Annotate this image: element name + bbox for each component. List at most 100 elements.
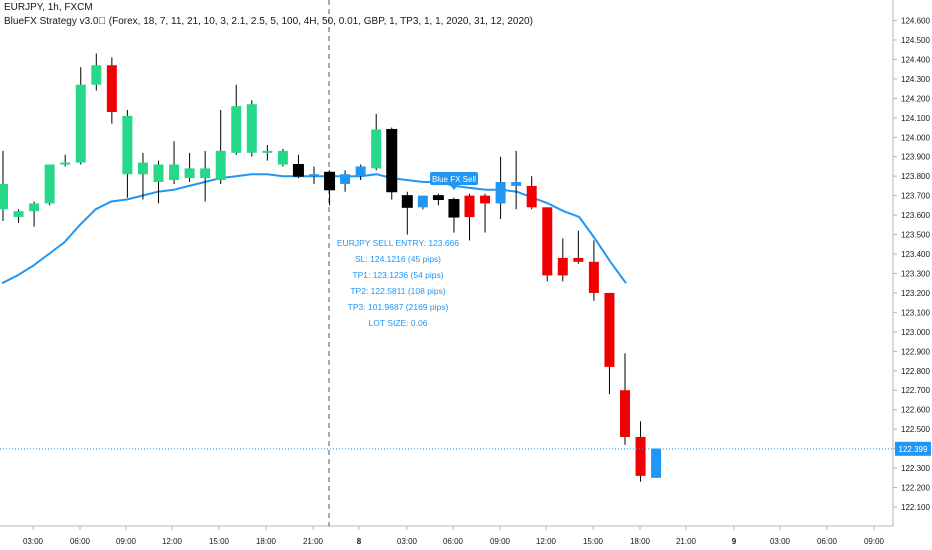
candle bbox=[60, 154, 71, 167]
candle-body bbox=[417, 195, 428, 208]
candle-body bbox=[91, 65, 102, 85]
x-tick-label: 9 bbox=[732, 537, 737, 546]
trade-tp2-label: TP2: 122.5811 (108 pips) bbox=[350, 286, 446, 296]
x-tick-label: 21:00 bbox=[303, 537, 324, 546]
candle bbox=[44, 164, 55, 206]
candle-body bbox=[511, 182, 522, 186]
trade-sl-label: SL: 124.1216 (45 pips) bbox=[354, 254, 442, 264]
candle-body bbox=[75, 84, 86, 163]
candle-body bbox=[464, 195, 475, 218]
candles bbox=[0, 53, 662, 482]
y-tick-label: 123.000 bbox=[901, 328, 930, 337]
candle bbox=[604, 292, 615, 395]
candle bbox=[153, 160, 164, 204]
candle-body bbox=[60, 162, 71, 165]
x-tick-label: 21:00 bbox=[676, 537, 697, 546]
candle bbox=[588, 240, 599, 301]
candle-body bbox=[106, 65, 117, 112]
candle-body bbox=[169, 164, 180, 181]
candle-body bbox=[29, 203, 40, 212]
current-price-label: 122.399 bbox=[899, 445, 928, 454]
sell-signal-badge: Blue FX Sell bbox=[430, 172, 478, 190]
candle-body bbox=[153, 164, 164, 183]
candle bbox=[91, 53, 102, 91]
y-tick-label: 122.100 bbox=[901, 503, 930, 512]
x-tick-label: 15:00 bbox=[583, 537, 604, 546]
x-tick-label: 03:00 bbox=[397, 537, 418, 546]
candle-body bbox=[401, 195, 413, 208]
trade-entry-label: EURJPY SELL ENTRY: 123.666 bbox=[336, 238, 460, 248]
candle bbox=[635, 421, 646, 482]
candle-body bbox=[432, 195, 444, 201]
candle bbox=[511, 150, 522, 210]
candle bbox=[262, 145, 273, 161]
y-tick-label: 123.900 bbox=[901, 153, 930, 162]
candle-body bbox=[620, 390, 630, 437]
candle bbox=[340, 170, 351, 192]
candle bbox=[542, 207, 553, 282]
candle bbox=[75, 67, 86, 165]
candle bbox=[106, 57, 117, 124]
symbol-title: EURJPY, 1h, FXCM bbox=[4, 2, 93, 13]
candle bbox=[184, 152, 195, 183]
candle-body bbox=[480, 195, 491, 204]
candle bbox=[137, 152, 148, 200]
candle bbox=[526, 176, 537, 210]
candle bbox=[573, 230, 584, 264]
y-tick-label: 123.600 bbox=[901, 211, 930, 220]
candle bbox=[495, 156, 506, 219]
y-tick-label: 123.300 bbox=[901, 269, 930, 278]
trade-tp1-label: TP1: 123.1236 (54 pips) bbox=[352, 270, 444, 280]
candle bbox=[448, 197, 460, 233]
candle bbox=[29, 201, 40, 227]
x-tick-label: 12:00 bbox=[536, 537, 557, 546]
sell-signal-box bbox=[430, 172, 478, 185]
candle bbox=[200, 150, 211, 202]
candle-body bbox=[604, 292, 615, 367]
x-tick-label: 18:00 bbox=[256, 537, 277, 546]
candle-body bbox=[200, 168, 211, 179]
strategy-title: BlueFX Strategy v3.0⃝ (Forex, 18, 7, 11,… bbox=[4, 16, 533, 27]
candle bbox=[557, 238, 568, 282]
y-tick-label: 123.200 bbox=[901, 289, 930, 298]
y-tick-label: 122.700 bbox=[901, 386, 930, 395]
candle bbox=[417, 195, 428, 210]
y-tick-label: 124.600 bbox=[901, 17, 930, 26]
candle bbox=[324, 170, 336, 206]
candle-body bbox=[371, 129, 382, 169]
x-axis-ticks: 03:00 06:00 09:00 12:00 15:00 18:00 21:00 8 03:0… bbox=[23, 526, 885, 546]
y-tick-label: 124.200 bbox=[901, 94, 930, 103]
y-tick-label: 123.700 bbox=[901, 192, 930, 201]
y-tick-label: 124.300 bbox=[901, 75, 930, 84]
candle-body bbox=[324, 171, 336, 191]
y-tick-label: 122.300 bbox=[901, 464, 930, 473]
candle-body bbox=[573, 257, 584, 262]
candle-body bbox=[448, 199, 460, 218]
candle-body bbox=[122, 115, 133, 175]
x-tick-label: 03:00 bbox=[23, 537, 44, 546]
x-tick-label: 06:00 bbox=[817, 537, 838, 546]
candle-body bbox=[0, 183, 8, 210]
candle-body bbox=[309, 174, 319, 177]
candle-body bbox=[277, 150, 288, 165]
candle-body bbox=[184, 168, 195, 179]
sell-signal-pointer bbox=[450, 185, 458, 190]
candle-body bbox=[386, 128, 398, 193]
candle bbox=[0, 150, 8, 221]
trade-lot-label: LOT SIZE: 0.06 bbox=[368, 318, 428, 328]
y-tick-label: 123.800 bbox=[901, 172, 930, 181]
candle-body bbox=[651, 448, 662, 478]
candle-body bbox=[246, 104, 257, 153]
candle-body bbox=[557, 257, 568, 276]
y-tick-label: 124.100 bbox=[901, 114, 930, 123]
y-axis-ticks: 124.600 124.500 124.400 124.300 124.200 124.1… bbox=[893, 17, 930, 512]
candle bbox=[215, 110, 226, 184]
y-tick-label: 122.600 bbox=[901, 406, 930, 415]
x-tick-label: 12:00 bbox=[162, 537, 183, 546]
candle bbox=[401, 191, 413, 235]
candle bbox=[480, 193, 491, 233]
x-tick-label: 09:00 bbox=[864, 537, 885, 546]
x-tick-label: 8 bbox=[357, 537, 362, 546]
x-tick-label: 06:00 bbox=[443, 537, 464, 546]
